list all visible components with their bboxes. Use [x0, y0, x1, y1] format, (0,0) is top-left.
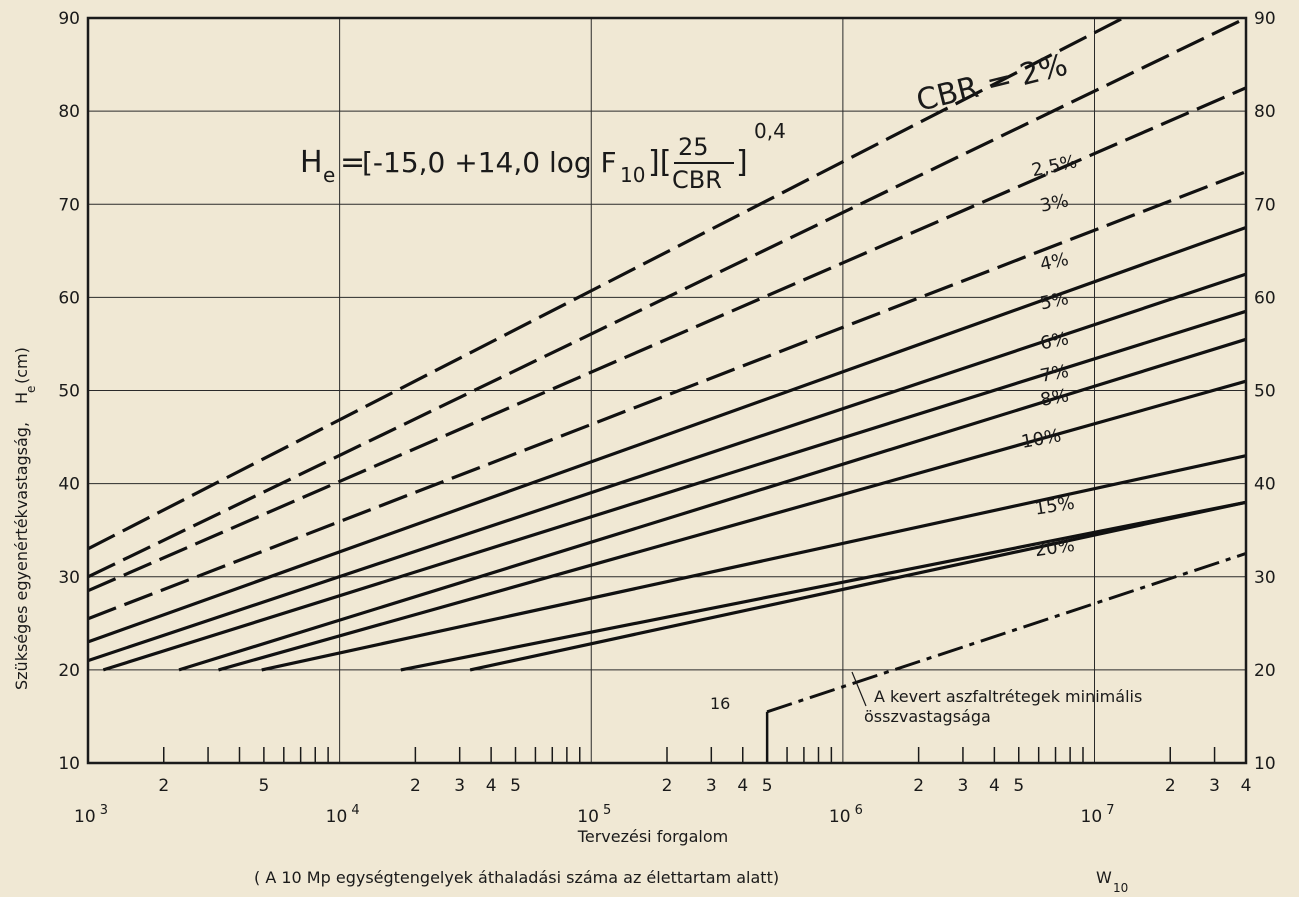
svg-text:10: 10 [1113, 881, 1128, 895]
grid-lines [88, 17, 1246, 764]
y-tick-label-right: 60 [1254, 288, 1276, 308]
x-minor-label: 3 [706, 776, 717, 796]
series-label-0: CBR = 2% [913, 48, 1071, 119]
svg-text:=: = [340, 145, 365, 180]
series-label-5: 6% [1038, 328, 1070, 354]
series-line-5 [87, 272, 1247, 663]
min-thickness-line [766, 552, 1247, 714]
series-label-10: 20% [1033, 535, 1076, 561]
x-decade-label: 10 3 [74, 803, 108, 827]
series-label-1: 2,5% [1030, 151, 1079, 181]
x-decade-label: 10 7 [1081, 803, 1115, 827]
y-tick-label-right: 80 [1254, 102, 1276, 122]
series-labels: CBR = 2% 2,5% 3% 4% 5% 6% 7%8% 10% 15% 20% [913, 48, 1079, 562]
x-axis-note: ( A 10 Mp egységtengelyek áthaladási szá… [254, 868, 1128, 895]
x-minor-label: 5 [1013, 776, 1024, 796]
series-line-2 [87, 86, 1247, 593]
x-minor-label: 2 [913, 776, 924, 796]
svg-text:[-15,0 +14,0 log F: [-15,0 +14,0 log F [362, 146, 617, 179]
formula: H e = [-15,0 +14,0 log F 10 ][ 25 CBR ] … [300, 119, 786, 194]
min-thickness-label-2: összvastagsága [864, 707, 991, 726]
series-line-6 [102, 309, 1247, 672]
y-tick-label-left: 60 [58, 288, 80, 308]
y-tick-label-left: 70 [58, 195, 80, 215]
x-decade-label: 10 5 [577, 803, 611, 827]
svg-text:Szükséges egyenértékvastagság,: Szükséges egyenértékvastagság, [12, 422, 31, 690]
series-label-4: 5% [1038, 288, 1070, 314]
min-thickness-value: 16 [710, 694, 730, 713]
svg-text:e: e [323, 163, 335, 187]
x-minor-label: 4 [989, 776, 1000, 796]
svg-text:10: 10 [620, 163, 645, 187]
y-tick-label-left: 10 [58, 754, 80, 774]
series-line-11 [469, 500, 1247, 672]
annotation-leader [851, 671, 867, 707]
x-minor-label: 3 [1209, 776, 1220, 796]
x-minor-ticks [162, 747, 1247, 763]
x-minor-label: 4 [1241, 776, 1252, 796]
x-axis-label: Tervezési forgalom [577, 827, 728, 846]
x-decade-label: 10 6 [829, 803, 863, 827]
y-tick-label-right: 90 [1254, 9, 1276, 29]
x-minor-label: 2 [1165, 776, 1176, 796]
x-minor-label: 2 [410, 776, 421, 796]
x-minor-label: 5 [258, 776, 269, 796]
x-decade-label: 10 4 [326, 803, 360, 827]
svg-text:(cm): (cm) [12, 347, 31, 384]
series-line-9 [261, 454, 1247, 672]
x-minor-label: 3 [958, 776, 969, 796]
series-line-3 [87, 170, 1247, 621]
x-minor-label: 5 [510, 776, 521, 796]
svg-text:]: ] [736, 145, 748, 180]
series-line-7 [178, 337, 1247, 672]
y-tick-label-right: 50 [1254, 382, 1276, 402]
x-minor-label: 4 [486, 776, 497, 796]
svg-text:e: e [24, 386, 38, 393]
min-thickness-annotation: 16 A kevert aszfaltrétegek minimális öss… [710, 671, 1142, 726]
y-tick-label-left: 50 [58, 382, 80, 402]
y-tick-label-left: 80 [58, 102, 80, 122]
series-label-3: 4% [1038, 249, 1070, 275]
y-tick-label-right: 20 [1254, 661, 1276, 681]
svg-text:H: H [12, 392, 31, 404]
x-minor-label: 3 [454, 776, 465, 796]
svg-text:][: ][ [648, 145, 671, 180]
plot-frame [86, 16, 1248, 765]
svg-text:CBR: CBR [672, 166, 722, 194]
series-line-8 [218, 379, 1247, 672]
x-minor-label: 5 [762, 776, 773, 796]
series-line-4 [87, 225, 1247, 644]
x-minor-label: 4 [737, 776, 748, 796]
svg-text:H: H [300, 145, 323, 180]
y-axis-label: Szükséges egyenértékvastagság, H e (cm) [12, 347, 38, 690]
svg-text:( A 10 Mp egységtengelyek átha: ( A 10 Mp egységtengelyek áthaladási szá… [254, 868, 779, 887]
series-line-10 [400, 500, 1247, 672]
y-tick-label-left: 30 [58, 568, 80, 588]
series-label-9: 15% [1033, 493, 1076, 520]
series-label-6: 7% [1038, 361, 1070, 387]
svg-text:25: 25 [678, 133, 709, 161]
series-label-7: 8% [1039, 385, 1071, 411]
series-lines [87, 16, 1247, 763]
y-tick-label-right: 40 [1254, 475, 1276, 495]
y-tick-label-left: 20 [58, 661, 80, 681]
series-label-8: 10% [1020, 425, 1063, 453]
y-tick-label-right: 70 [1254, 195, 1276, 215]
min-thickness-label-1: A kevert aszfaltrétegek minimális [874, 687, 1142, 706]
y-tick-label-left: 90 [58, 9, 80, 29]
series-label-2: 3% [1038, 190, 1070, 216]
y-tick-label-right: 30 [1254, 568, 1276, 588]
y-tick-label-right: 10 [1254, 754, 1276, 774]
x-minor-label: 2 [158, 776, 169, 796]
tick-labels: 10 10 20 20 30 30 40 40 50 50 60 60 70 70 80 80 90 90 10 3… [58, 9, 1275, 827]
svg-text:0,4: 0,4 [754, 119, 786, 143]
y-tick-label-left: 40 [58, 475, 80, 495]
x-minor-label: 2 [662, 776, 673, 796]
svg-text:W: W [1096, 868, 1112, 887]
series-line-1 [87, 16, 1247, 579]
